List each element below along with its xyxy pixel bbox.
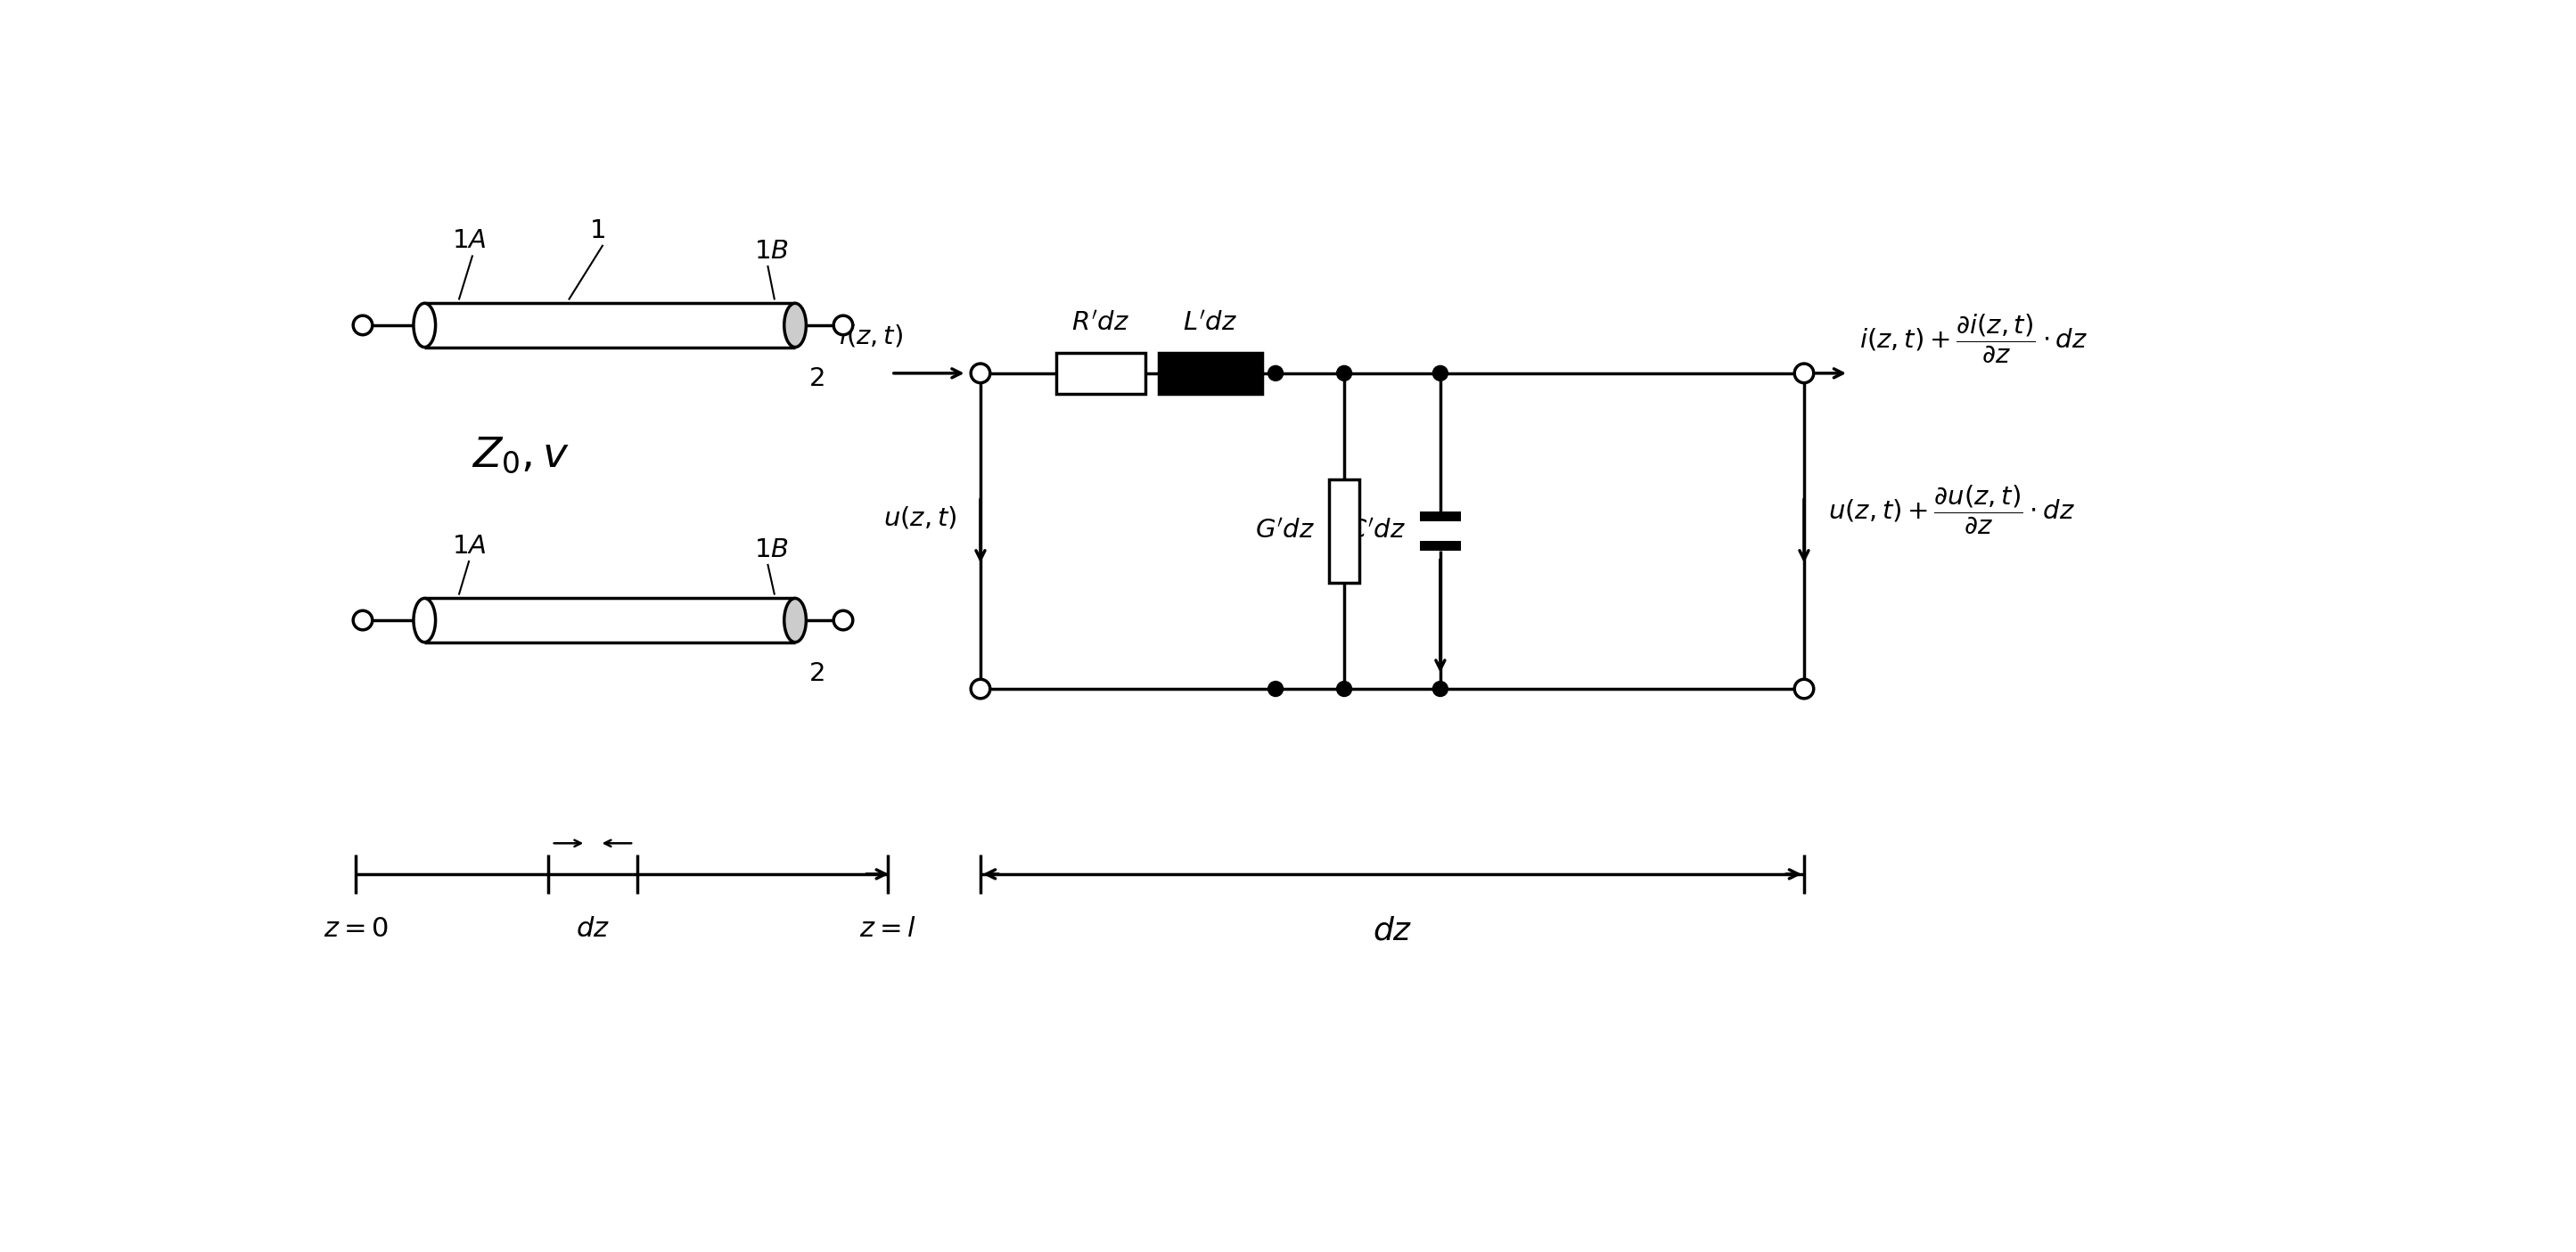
Text: $G'dz$: $G'dz$ [1255,518,1316,543]
Ellipse shape [783,303,806,347]
Bar [425,303,796,347]
Circle shape [1432,366,1448,381]
Circle shape [1432,681,1448,696]
Text: $dz$: $dz$ [1373,915,1412,945]
Text: $z = 0$: $z = 0$ [325,915,389,943]
Bar [1329,480,1360,582]
Text: $z = l$: $z = l$ [860,915,917,943]
Circle shape [1267,681,1283,696]
Bar [1419,541,1461,551]
Text: $1B$: $1B$ [755,238,788,263]
Text: $R'dz$: $R'dz$ [1072,310,1128,336]
Circle shape [835,611,853,630]
Text: $i(z,t)$: $i(z,t)$ [840,323,902,349]
Text: $2$: $2$ [809,367,824,392]
Ellipse shape [415,303,435,347]
Ellipse shape [415,598,435,642]
Circle shape [971,363,989,383]
Text: $1B$: $1B$ [755,537,788,562]
Circle shape [1267,366,1283,381]
Circle shape [1795,363,1814,383]
Text: $u(z,t) + \dfrac{\partial u(z,t)}{\partial z} \cdot dz$: $u(z,t) + \dfrac{\partial u(z,t)}{\parti… [1829,485,2076,537]
Bar [1056,353,1146,394]
Circle shape [353,611,374,630]
Text: $1$: $1$ [590,218,605,243]
Circle shape [353,316,374,334]
Bar [1159,353,1262,394]
Circle shape [1337,681,1352,696]
Circle shape [1795,680,1814,699]
Circle shape [971,680,989,699]
Text: $u(z,t)$: $u(z,t)$ [884,505,956,531]
Text: $1A$: $1A$ [451,228,487,253]
Text: $2$: $2$ [809,661,824,686]
Bar [425,598,796,642]
Text: $L'dz$: $L'dz$ [1182,310,1236,336]
Text: $Z_0, v$: $Z_0, v$ [471,436,569,476]
Circle shape [835,316,853,334]
Ellipse shape [783,598,806,642]
Text: $C'dz$: $C'dz$ [1347,518,1406,543]
Bar [1419,512,1461,521]
Circle shape [1337,366,1352,381]
Text: $1A$: $1A$ [451,533,487,558]
Text: $i(z,t) + \dfrac{\partial i(z,t)}{\partial z} \cdot dz$: $i(z,t) + \dfrac{\partial i(z,t)}{\parti… [1860,313,2087,366]
Text: $dz$: $dz$ [577,915,611,943]
